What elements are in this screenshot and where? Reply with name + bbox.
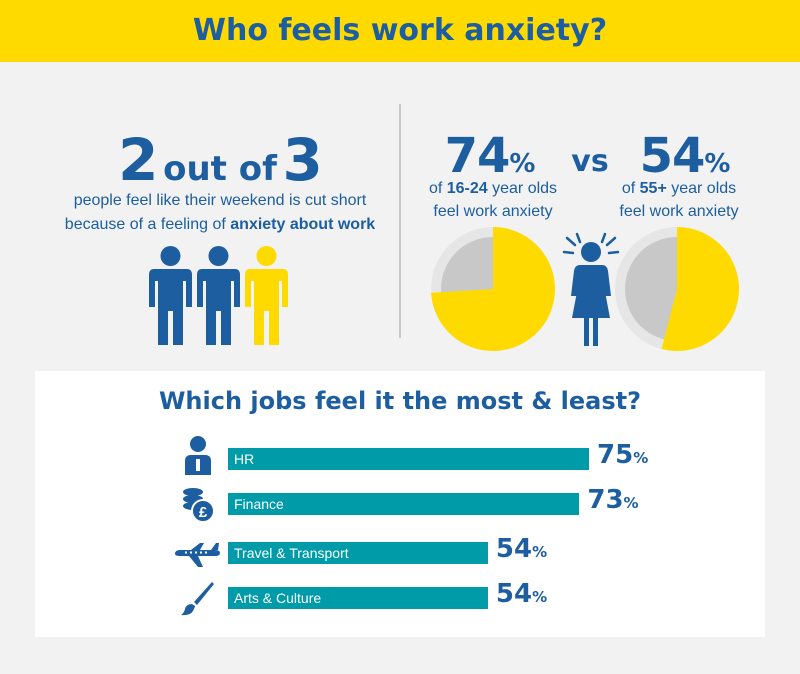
person-yellow-icon [245,246,288,345]
bar-value-label: 54% [495,534,548,564]
bar-label: Arts & Culture [234,590,322,606]
page-title: Who feels work anxiety? [192,13,608,48]
jobs-chart-title: Which jobs feel it the most & least? [158,387,642,415]
age-55-plus-percent: 54% [639,128,731,184]
weekend-stat-line1: people feel like their weekend is cut sh… [73,192,367,209]
person-navy-icon [149,246,192,345]
age-55-plus-pie-slice-anxious [661,227,739,351]
anxious-person-icon [562,232,620,346]
bar-label: Finance [234,496,284,512]
weekend-stat-description: people feel like their weekend is cut sh… [40,189,400,237]
person-icon [185,436,211,475]
bar-finance: Finance [228,493,580,515]
bar-travel-transport: Travel & Transport [228,542,488,564]
age-16-24-pie-slice-anxious [431,227,555,351]
weekend-stat-mid: out of [163,149,277,189]
weekend-stat-numerator: 2 [118,126,158,194]
age-16-24-caption: of 16-24 year olds feel work anxiety [428,180,558,220]
bar-value-label: 73% [587,485,639,515]
weekend-stat-headline: 2 out of 3 [60,126,380,194]
title-banner [0,0,800,62]
bar-hr: HR [228,448,589,470]
svg-text:£: £ [199,504,208,521]
airplane-icon [175,543,220,567]
bar-label: HR [234,451,255,467]
bar-label: Travel & Transport [234,545,349,561]
weekend-stat-denominator: 3 [282,126,322,194]
age-16-24-pie [431,227,555,351]
bar-arts-culture: Arts & Culture [228,587,488,609]
person-navy-icon [197,246,240,345]
age-55-plus-caption: of 55+ year olds feel work anxiety [619,180,739,220]
coins-pound-icon: £ [183,488,215,523]
vs-label: vs [571,144,609,179]
age-55-plus-pie [615,227,739,351]
paintbrush-icon [181,582,214,616]
age-16-24-percent: 74% [444,128,536,184]
section-divider [399,104,401,338]
weekend-stat-line2: because of a feeling of anxiety about wo… [64,216,376,233]
bar-value-label: 54% [495,579,548,609]
bar-value-label: 75% [597,440,649,470]
